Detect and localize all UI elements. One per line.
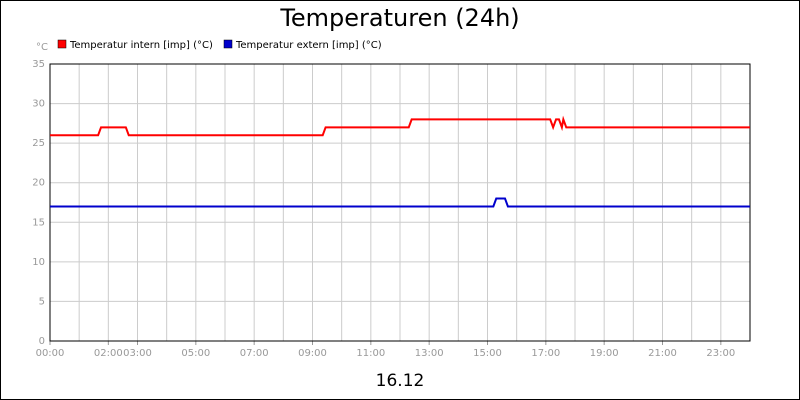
- legend-swatch: [223, 39, 233, 49]
- y-tick-label: 35: [32, 59, 45, 70]
- legend-swatch: [57, 39, 67, 49]
- x-tick-label: 05:00: [181, 348, 210, 359]
- chart-title: Temperaturen (24h): [279, 4, 519, 32]
- y-tick-label: 15: [32, 217, 45, 228]
- y-tick-label: 5: [39, 296, 45, 307]
- y-tick-label: 0: [39, 336, 45, 347]
- x-tick-label: 02:00: [94, 348, 123, 359]
- series-line: [50, 115, 750, 137]
- x-tick-label: 11:00: [356, 348, 385, 359]
- y-tick-label: 30: [32, 99, 45, 110]
- legend-label: Temperatur extern [imp] (°C): [235, 40, 382, 51]
- series-line: [50, 197, 750, 208]
- x-tick-label: 09:00: [298, 348, 327, 359]
- legend-label: Temperatur intern [imp] (°C): [69, 40, 213, 51]
- y-unit: °C: [36, 42, 48, 53]
- x-tick-label: 00:00: [36, 348, 65, 359]
- x-tick-label: 19:00: [590, 348, 619, 359]
- x-tick-label: 07:00: [240, 348, 269, 359]
- date-label: 16.12: [376, 371, 425, 391]
- x-tick-label: 13:00: [415, 348, 444, 359]
- x-tick-label: 23:00: [706, 348, 735, 359]
- y-tick-label: 20: [32, 178, 45, 189]
- x-tick-label: 17:00: [531, 348, 560, 359]
- x-tick-label: 15:00: [473, 348, 502, 359]
- x-tick-label: 03:00: [123, 348, 152, 359]
- y-tick-label: 25: [32, 138, 45, 149]
- x-tick-label: 21:00: [648, 348, 677, 359]
- plot-frame: [49, 63, 751, 342]
- y-tick-label: 10: [32, 257, 45, 268]
